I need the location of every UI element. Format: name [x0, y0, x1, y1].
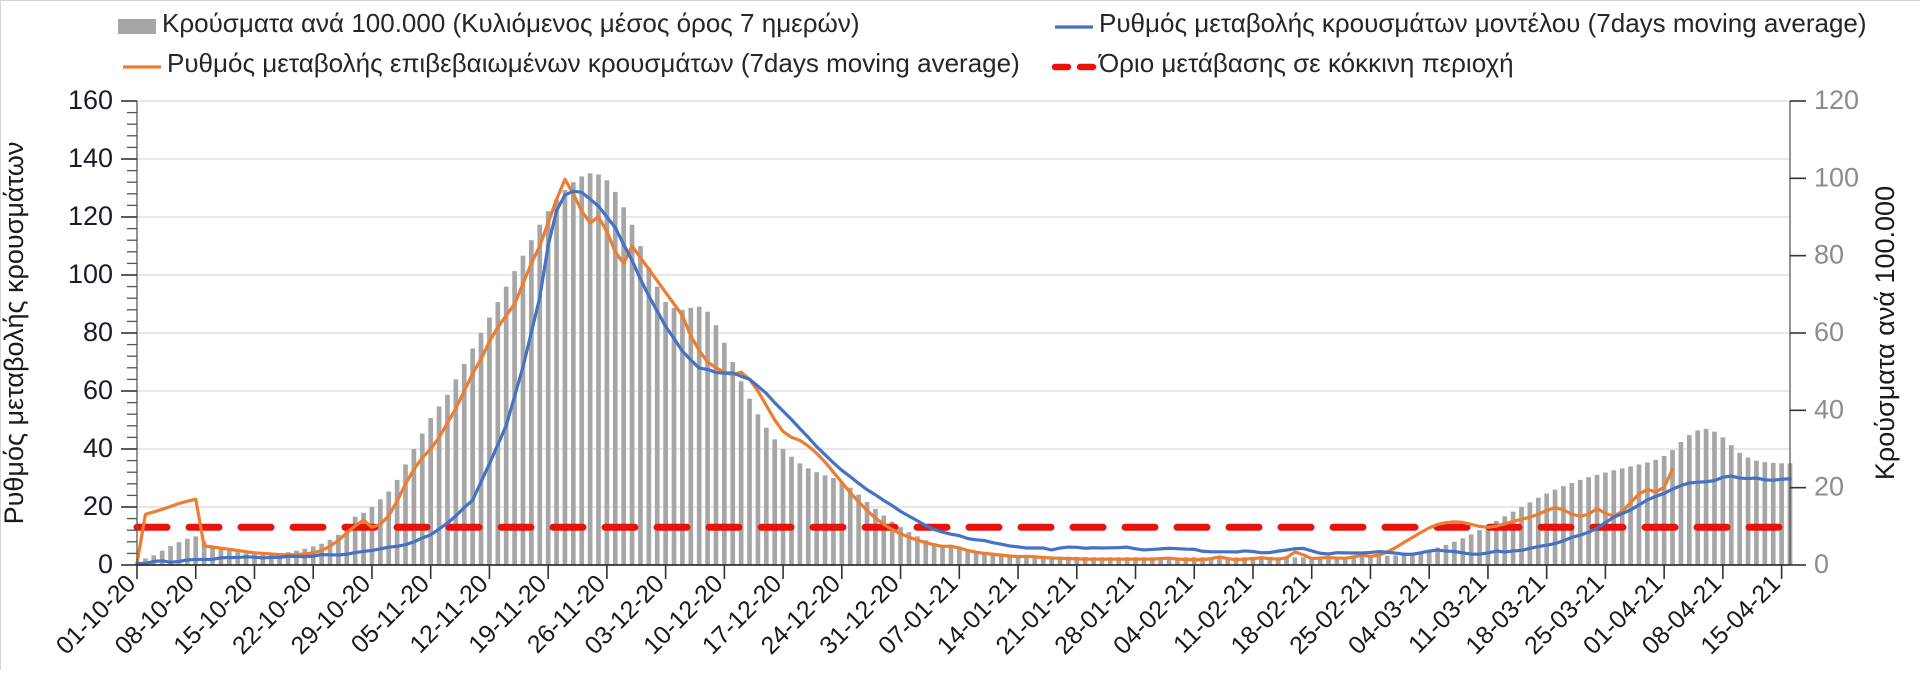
svg-text:Ρυθμός μεταβολής κρουσμάτων μο: Ρυθμός μεταβολής κρουσμάτων μοντέλου (7d…	[1099, 8, 1867, 38]
svg-text:Κρούσματα ανά 100.000 (Κυλιόμε: Κρούσματα ανά 100.000 (Κυλιόμενος μέσος …	[162, 8, 860, 38]
svg-text:60: 60	[83, 375, 113, 405]
svg-text:120: 120	[1814, 85, 1859, 115]
svg-text:0: 0	[1814, 549, 1829, 579]
svg-text:60: 60	[1814, 317, 1844, 347]
svg-text:80: 80	[1814, 240, 1844, 270]
svg-text:20: 20	[1814, 472, 1844, 502]
svg-text:160: 160	[68, 85, 113, 115]
svg-text:140: 140	[68, 143, 113, 173]
svg-text:Ρυθμός μεταβολής κρουσμάτων: Ρυθμός μεταβολής κρουσμάτων	[1, 142, 29, 525]
svg-text:120: 120	[68, 201, 113, 231]
svg-text:Κρούσματα ανά 100.000: Κρούσματα ανά 100.000	[1870, 186, 1900, 480]
svg-text:0: 0	[98, 549, 113, 579]
svg-text:Όριο μετάβασης σε κόκκινη περι: Όριο μετάβασης σε κόκκινη περιοχή	[1098, 48, 1514, 78]
svg-text:20: 20	[83, 491, 113, 521]
svg-text:40: 40	[83, 433, 113, 463]
svg-text:100: 100	[1814, 162, 1859, 192]
svg-text:80: 80	[83, 317, 113, 347]
svg-text:40: 40	[1814, 394, 1844, 424]
svg-text:Ρυθμός μεταβολής επιβεβαιωμένω: Ρυθμός μεταβολής επιβεβαιωμένων κρουσμάτ…	[167, 48, 1020, 78]
svg-text:100: 100	[68, 259, 113, 289]
